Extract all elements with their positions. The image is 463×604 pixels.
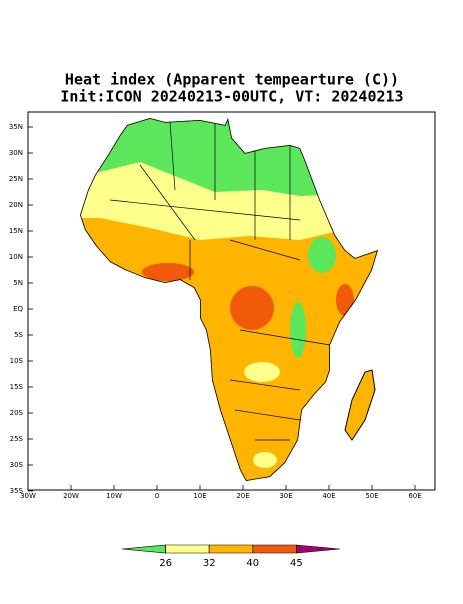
lat-tick-label: 30N [9,149,23,157]
lat-tick-label: 15N [9,227,23,235]
lat-tick-label: 15S [10,383,24,391]
zone-yellow [80,160,342,240]
lon-tick-label: 0 [155,492,159,500]
colorbar-segment [252,544,297,554]
colorbar-label: 40 [246,558,259,569]
lon-tick-label: 20W [63,492,79,500]
lat-tick-label: 20S [10,409,24,417]
colorbar-segment [296,544,341,554]
lon-tick-label: 30W [20,492,36,500]
lon-tick-label: 30E [279,492,292,500]
lat-tick-label: 10N [9,253,23,261]
zone-red [336,284,354,316]
zone-red [230,286,274,330]
lat-tick-label: 20N [9,201,23,209]
lon-tick-label: 40E [322,492,335,500]
map-frame [27,111,436,491]
lat-tick-label: 5N [13,279,23,287]
zone-yellow [253,452,277,468]
colorbar-label: 32 [203,558,216,569]
map-title: Heat index (Apparent tempearture (C)) [65,71,399,89]
lat-tick-label: 10S [10,357,24,365]
coastline [80,118,378,481]
colorbar-label: 26 [159,558,172,569]
lon-tick-label: 20E [236,492,249,500]
colorbar-segment [165,544,210,554]
lat-tick-label: 35S [10,487,24,495]
madagascar [344,369,376,441]
land [80,118,378,481]
zone-red [142,263,194,281]
zone-yellow [244,362,280,382]
map-subtitle: Init:ICON 20240213-00UTC, VT: 20240213 [60,88,403,106]
lat-tick-label: 25N [9,175,23,183]
lat-tick-label: 30S [10,461,24,469]
lon-tick-label: 10E [193,492,206,500]
colorbar-label: 45 [290,558,303,569]
colorbar-segment [208,544,254,554]
lat-tick-label: 5S [14,331,23,339]
colorbar-segment [121,544,166,554]
lon-tick-label: 50E [365,492,378,500]
zone-green [308,237,336,273]
borders [109,120,331,441]
lat-tick-label: EQ [13,305,23,313]
lon-tick-label: 10W [106,492,122,500]
lat-tick-label: 25S [10,435,24,443]
zone-green [290,302,306,358]
lon-tick-label: 60E [408,492,421,500]
lat-tick-label: 35N [9,123,23,131]
